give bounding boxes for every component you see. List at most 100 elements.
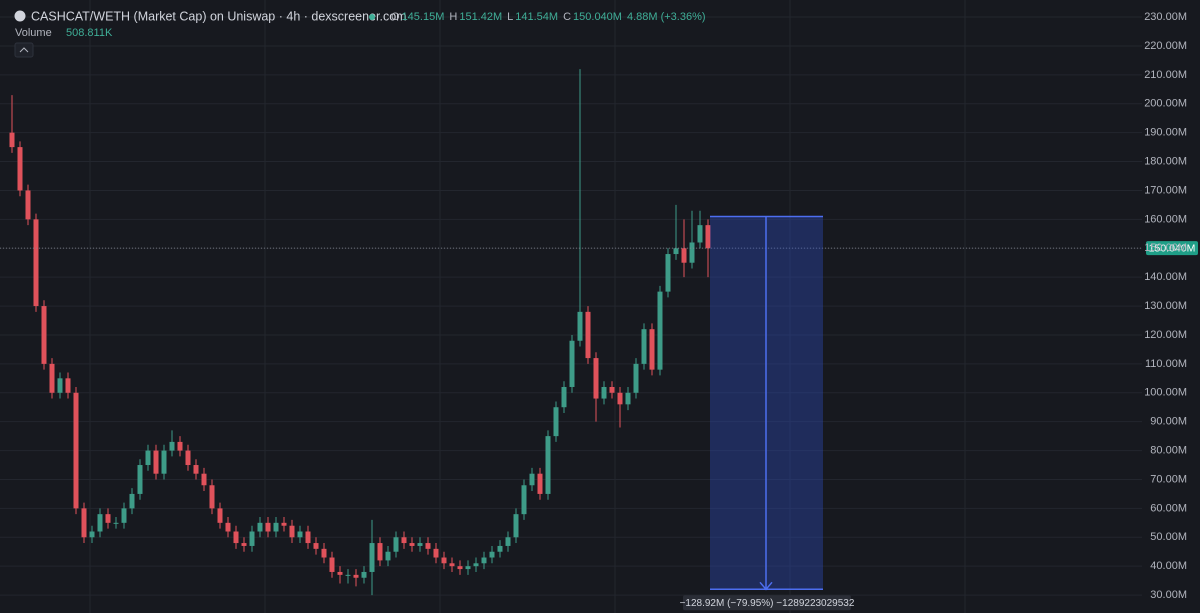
candle-body <box>305 531 311 544</box>
y-tick-label: 160.00M <box>1144 213 1187 225</box>
grid <box>0 16 1142 596</box>
candle-body <box>369 543 375 572</box>
candle-body <box>561 386 567 408</box>
collapse-button[interactable] <box>14 42 34 58</box>
candle-body <box>425 543 431 549</box>
candle-body <box>73 392 79 509</box>
candle-body <box>49 363 55 393</box>
candle-body <box>185 450 191 466</box>
candle-body <box>57 378 63 393</box>
y-tick-label: 100.00M <box>1144 387 1187 399</box>
candle-body <box>177 441 183 451</box>
ohlc-value: 151.42M <box>459 11 502 23</box>
candle-body <box>33 219 39 307</box>
candle-body <box>201 473 207 486</box>
candle-body <box>321 548 327 558</box>
candle-body <box>377 543 383 561</box>
measure-label: −128.92M (−79.95%) −1289223029532 <box>680 598 855 609</box>
candle-body <box>353 574 359 578</box>
candle-body <box>385 551 391 561</box>
ohlc-key: C <box>563 11 571 23</box>
candle-body <box>457 566 463 570</box>
candle-body <box>553 407 559 437</box>
y-tick-label: 80.00M <box>1150 444 1187 456</box>
candle-body <box>161 450 167 474</box>
candle-body <box>273 522 279 532</box>
candle-body <box>129 493 135 509</box>
candle-body <box>665 254 671 292</box>
candle-body <box>649 329 655 370</box>
candle-body <box>169 441 175 451</box>
candle-body <box>41 306 47 364</box>
candle-body <box>473 563 479 567</box>
candle-body <box>697 225 703 243</box>
candle-body <box>249 531 255 546</box>
candle-body <box>657 291 663 370</box>
candle-body <box>217 508 223 523</box>
candle-body <box>625 392 631 405</box>
candle-body <box>449 563 455 567</box>
ohlc-legend: O 145.15M H 151.42M L 141.54M C 150.040M 4.88M (… <box>391 11 706 23</box>
candle-body <box>257 522 263 532</box>
candle-body <box>113 522 119 524</box>
candle-body <box>489 551 495 558</box>
candle-body <box>609 386 615 393</box>
candle-body <box>89 531 95 538</box>
candle-body <box>337 571 343 575</box>
candle-body <box>313 543 319 549</box>
candle-body <box>241 543 247 546</box>
candle-body <box>673 248 679 255</box>
y-tick-label: 180.00M <box>1144 155 1187 167</box>
candle-body <box>153 450 159 474</box>
candle-body <box>417 543 423 546</box>
candle-body <box>209 485 215 509</box>
ohlc-key: L <box>507 11 513 23</box>
candle-body <box>329 557 335 572</box>
candle-body <box>585 311 591 359</box>
candle-body <box>97 514 103 532</box>
candle-body <box>17 147 23 191</box>
y-tick-label: 140.00M <box>1144 271 1187 283</box>
status-dot <box>369 14 375 20</box>
candle-body <box>545 436 551 494</box>
ohlc-value: 150.040M <box>573 11 622 23</box>
candle-body <box>137 465 143 494</box>
candle-body <box>345 574 351 576</box>
y-tick-label: 230.00M <box>1144 11 1187 23</box>
y-tick-label: 150.00M <box>1144 242 1187 254</box>
candle-body <box>689 242 695 263</box>
y-tick-label: 210.00M <box>1144 69 1187 81</box>
candle-body <box>577 311 583 341</box>
candle-body <box>225 522 231 532</box>
ohlc-value: 141.54M <box>515 11 558 23</box>
candle-body <box>281 522 287 526</box>
candle-body <box>145 450 151 466</box>
candle-body <box>9 132 15 148</box>
candle-body <box>705 225 711 249</box>
candle-body <box>401 537 407 544</box>
candle-body <box>593 358 599 399</box>
ohlc-change: 4.88M (+3.36%) <box>627 11 706 23</box>
candle-body <box>505 537 511 546</box>
token-icon <box>14 10 26 22</box>
candle-body <box>641 329 647 364</box>
candle-body <box>601 386 607 399</box>
candle-body <box>81 508 87 538</box>
candle-body <box>193 465 199 474</box>
candle-body <box>105 514 111 523</box>
last-price-label: 150.040M <box>1149 242 1196 254</box>
measure-label-box <box>683 595 851 611</box>
candle-body <box>65 378 71 393</box>
last-price-badge <box>1146 241 1198 256</box>
candle-body <box>361 571 367 578</box>
y-tick-label: 90.00M <box>1150 416 1187 428</box>
candle-body <box>681 248 687 263</box>
candle-body <box>433 548 439 558</box>
ohlc-value: 145.15M <box>402 11 445 23</box>
candle-body <box>617 392 623 405</box>
candle-body <box>297 531 303 538</box>
ohlc-key: O <box>391 11 400 23</box>
candle-body <box>633 363 639 393</box>
candle-body <box>121 508 127 523</box>
candle-body <box>441 557 447 564</box>
